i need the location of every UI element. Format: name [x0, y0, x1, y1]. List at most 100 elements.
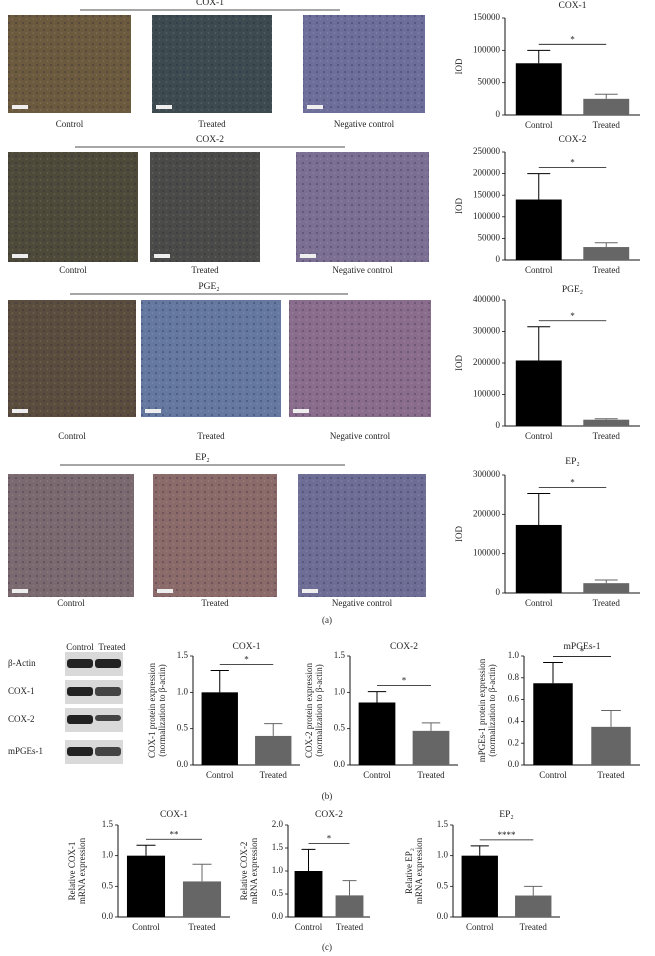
x-tick-label: Control: [466, 922, 494, 932]
error-bar: [210, 670, 229, 693]
micrograph-caption: Negative control: [332, 265, 393, 275]
scale-bar: [12, 589, 28, 593]
error-bar: [527, 49, 551, 64]
bar: [583, 98, 630, 115]
blot-band: [95, 747, 121, 756]
y-tick-label: 0: [496, 109, 501, 119]
micrograph-caption: Negative control: [334, 119, 395, 129]
x-tick-label: Treated: [593, 598, 621, 608]
error-bar: [421, 722, 441, 731]
x-tick-label: Treated: [336, 922, 364, 932]
bar: [358, 702, 396, 765]
blot-band: [67, 715, 93, 724]
blot-band: [67, 687, 93, 696]
bar: [515, 895, 552, 917]
y-tick-label: 0.5: [437, 880, 449, 890]
micrograph-texture: [298, 474, 426, 597]
y-tick-label: 1.0: [334, 686, 346, 696]
y-tick-label: 200000: [473, 168, 501, 178]
y-tick-label: 1.0: [272, 865, 284, 875]
x-tick-label: Control: [539, 770, 567, 780]
blot-column: Treated: [98, 642, 126, 652]
micrograph-texture: [8, 300, 136, 417]
x-tick-label: Treated: [417, 770, 445, 780]
error-bar: [470, 845, 489, 856]
y-tick-label: 0.0: [437, 911, 449, 921]
bar: [583, 247, 630, 260]
bar: [533, 683, 573, 765]
blot-column: Control: [66, 642, 94, 652]
y-tick-label: 1.0: [177, 686, 189, 696]
error-bar: [527, 173, 551, 200]
micrograph-texture: [150, 152, 260, 262]
error-bar: [594, 242, 618, 248]
significance: *: [244, 655, 249, 665]
y-tick-label: 2.0: [272, 819, 284, 829]
micrograph-texture: [153, 474, 277, 597]
micrograph-title: PGE₂: [198, 282, 219, 292]
micrograph-title: EP₂: [195, 453, 209, 463]
significance: *: [580, 647, 585, 657]
x-tick-label: Treated: [593, 431, 621, 441]
y-tick-label: 1.5: [437, 819, 449, 829]
y-tick-label: 0.0: [508, 759, 520, 769]
y-axis-label: mRNA expression: [249, 837, 259, 904]
panel-label: (a): [322, 615, 332, 625]
micrograph-texture: [8, 474, 134, 597]
chart-title: COX-2: [559, 135, 587, 145]
error-bar: [594, 93, 618, 99]
x-tick-label: Treated: [597, 770, 625, 780]
y-tick-label: 0.4: [508, 715, 520, 725]
x-tick-label: Treated: [593, 120, 621, 130]
chart-title: EP₂: [499, 810, 513, 820]
y-tick-label: 50000: [478, 77, 501, 87]
scale-bar: [293, 409, 309, 413]
chart-title: PGE₂: [562, 285, 583, 295]
micrograph-caption: Control: [57, 598, 85, 608]
y-tick-label: 0.2: [508, 737, 519, 747]
y-axis-label: IOD: [454, 526, 464, 542]
scale-bar: [302, 589, 318, 593]
blot-row: mPGEs-1: [8, 746, 43, 756]
x-tick-label: Control: [525, 431, 553, 441]
micrograph-texture: [141, 300, 281, 417]
micrograph-caption: Treated: [201, 598, 229, 608]
y-axis-label: IOD: [454, 355, 464, 371]
y-tick-label: 1.5: [272, 842, 284, 852]
error-bar: [594, 418, 618, 420]
micrograph-caption: Negative control: [330, 431, 391, 441]
blot-row: β-Actin: [8, 658, 36, 668]
bar: [515, 199, 562, 260]
error-bar: [264, 723, 283, 736]
y-tick-label: 0.8: [508, 672, 520, 682]
bar: [335, 895, 364, 917]
error-bar: [301, 848, 316, 871]
y-tick-label: 1.5: [334, 650, 346, 660]
y-tick-label: 0.5: [272, 888, 284, 898]
significance: **: [170, 829, 180, 839]
y-tick-label: 100000: [473, 211, 501, 221]
x-tick-label: Control: [525, 598, 553, 608]
blot-band: [95, 687, 121, 696]
micrograph-caption: Negative control: [332, 598, 393, 608]
scale-bar: [156, 105, 172, 109]
micrograph-texture: [296, 152, 429, 262]
x-tick-label: Control: [525, 265, 553, 275]
x-tick-label: Control: [206, 770, 234, 780]
micrograph-caption: Treated: [197, 431, 225, 441]
scale-bar: [157, 589, 173, 593]
scale-bar: [307, 105, 323, 109]
y-tick-label: 1.0: [437, 850, 449, 860]
x-tick-label: Control: [363, 770, 391, 780]
significance: *: [570, 478, 575, 488]
y-tick-label: 1.0: [508, 650, 520, 660]
y-axis-label: mPGEs-1 protein expression: [477, 658, 487, 762]
micrograph-texture: [8, 15, 131, 113]
y-tick-label: 300000: [473, 469, 501, 479]
x-tick-label: Treated: [260, 770, 288, 780]
chart-title: COX-1: [160, 810, 188, 820]
chart-title: EP₂: [565, 457, 579, 467]
y-tick-label: 250000: [473, 146, 501, 156]
blot-band: [95, 659, 121, 668]
significance: *: [402, 676, 407, 686]
